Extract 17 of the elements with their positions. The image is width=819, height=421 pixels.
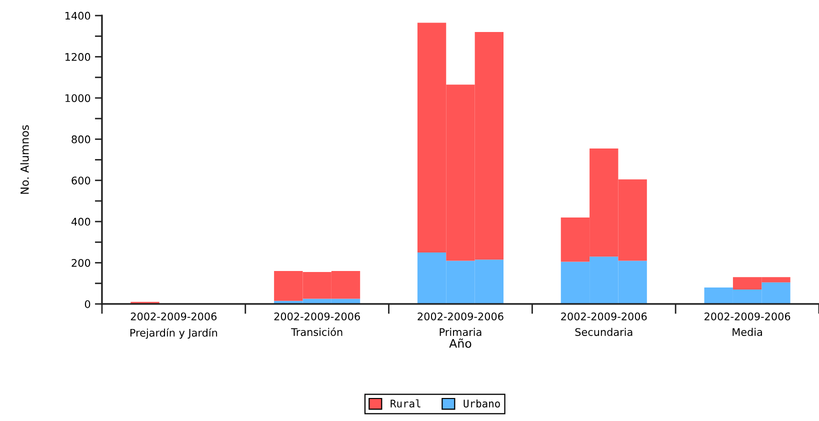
y-tick-label: 200 [72,258,90,267]
x-tick-label: 2002-2009-2006 Transición [274,312,360,336]
y-tick-label: 800 [72,135,90,144]
legend-label: Urbano [464,399,500,408]
y-axis-title: No. Alumnos [20,125,29,194]
x-tick-label: 2002-2009-2006 Primaria [418,312,504,336]
legend-label: Rural [390,399,420,408]
x-axis-title: Año [449,338,472,348]
x-tick-label: 2002-2009-2006 Media [704,312,790,336]
y-tick-label: 400 [71,218,90,226]
y-tick-label: 1200 [65,53,90,61]
x-tick-label: 2002-2009-2006 Prejardín y Jardín [130,312,218,339]
y-tick-label: 600 [72,176,90,184]
y-tick-label: 1000 [65,94,90,102]
x-tick-label: 2002-2009-2006 Secundaria [561,312,647,336]
y-tick-label: 0 [84,300,90,308]
y-tick-label: 1400 [65,12,90,20]
